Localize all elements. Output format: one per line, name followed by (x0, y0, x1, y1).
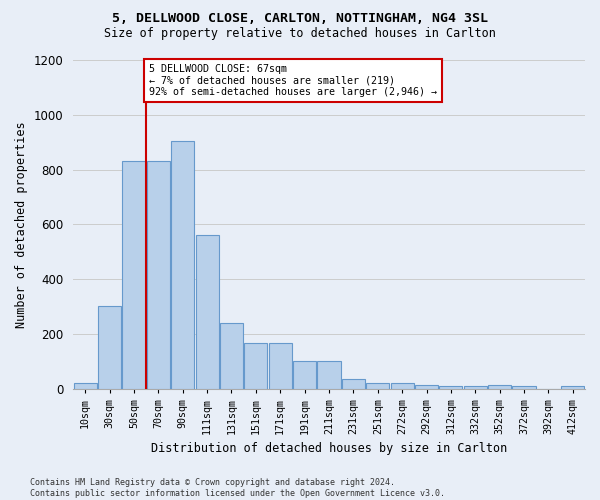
Bar (293, 362, 316, 388)
Text: 5, DELLWOOD CLOSE, CARLTON, NOTTINGHAM, NG4 3SL: 5, DELLWOOD CLOSE, CARLTON, NOTTINGHAM, … (112, 12, 488, 26)
Bar (220, 323, 243, 388)
Text: 5 DELLWOOD CLOSE: 67sqm
← 7% of detached houses are smaller (219)
92% of semi-de: 5 DELLWOOD CLOSE: 67sqm ← 7% of detached… (149, 64, 437, 98)
Bar (171, 141, 194, 388)
Bar (391, 382, 414, 388)
Bar (244, 344, 268, 388)
Bar (439, 386, 463, 388)
Bar (512, 386, 536, 388)
Bar (122, 162, 146, 388)
Bar (464, 386, 487, 388)
Bar (98, 306, 121, 388)
Bar (415, 386, 438, 388)
Bar (147, 162, 170, 388)
Bar (196, 236, 218, 388)
X-axis label: Distribution of detached houses by size in Carlton: Distribution of detached houses by size … (151, 442, 507, 455)
Bar (366, 382, 389, 388)
Bar (269, 344, 292, 388)
Bar (561, 386, 584, 388)
Text: Size of property relative to detached houses in Carlton: Size of property relative to detached ho… (104, 28, 496, 40)
Bar (342, 379, 365, 388)
Bar (488, 386, 511, 388)
Bar (74, 383, 97, 388)
Text: Contains HM Land Registry data © Crown copyright and database right 2024.
Contai: Contains HM Land Registry data © Crown c… (30, 478, 445, 498)
Bar (317, 362, 341, 388)
Y-axis label: Number of detached properties: Number of detached properties (15, 121, 28, 328)
